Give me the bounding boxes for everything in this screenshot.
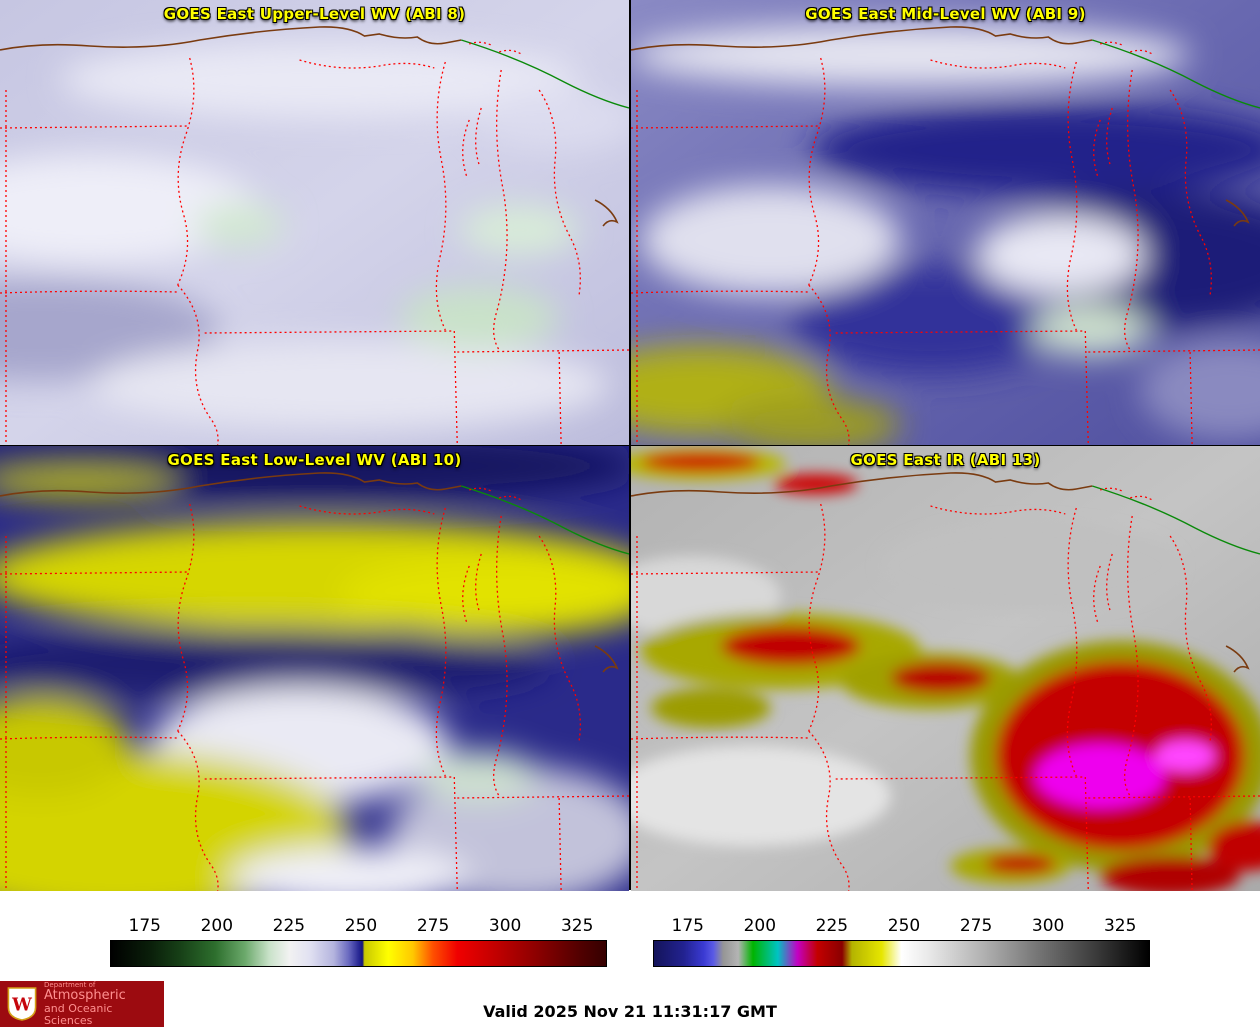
panel-ir: GOES East IR (ABI 13) [631, 446, 1260, 891]
tick-label: 300 [488, 916, 522, 936]
tick-label: 200 [743, 916, 777, 936]
goes-quad-panel-grid: GOES East Upper-Level WV (ABI 8) GOES Ea… [0, 0, 1260, 891]
tick-label: 275 [959, 916, 993, 936]
svg-text:W: W [11, 994, 32, 1015]
tick-label: 275 [416, 916, 450, 936]
aos-department-logo: W Department of Atmospheric and Oceanic … [0, 981, 164, 1027]
footer: W Department of Atmospheric and Oceanic … [0, 981, 1260, 1027]
tick-label: 300 [1031, 916, 1065, 936]
tick-label: 325 [1103, 916, 1137, 936]
panel-low-level-wv: GOES East Low-Level WV (ABI 10) [0, 446, 629, 891]
wv-colorbar-gradient [110, 940, 607, 967]
panel-mid-level-wv: GOES East Mid-Level WV (ABI 9) [631, 0, 1260, 445]
logo-line-oceanic-sciences: and Oceanic Sciences [44, 1001, 113, 1027]
wv-colorbar-tick-labels: 175 200 225 250 275 300 325 [110, 916, 607, 940]
logo-text: Department of Atmospheric and Oceanic Sc… [44, 980, 158, 1027]
ir-colorbar-gradient [653, 940, 1150, 967]
valid-time-text: Valid 2025 Nov 21 11:31:17 GMT [483, 1002, 777, 1021]
tick-label: 200 [200, 916, 234, 936]
tick-label: 175 [128, 916, 162, 936]
wv-colorbar: 175 200 225 250 275 300 325 [110, 916, 607, 967]
uw-crest-icon: W [7, 987, 37, 1021]
tick-label: 250 [344, 916, 378, 936]
upper-level-wv-imagery [0, 0, 629, 445]
ir-colorbar-tick-labels: 175 200 225 250 275 300 325 [653, 916, 1150, 940]
logo-line-atmospheric: Atmospheric [44, 988, 126, 1004]
colorbar-row: 175 200 225 250 275 300 325 175 200 225 … [0, 916, 1260, 967]
ir-imagery [631, 446, 1260, 891]
low-level-wv-imagery [0, 446, 629, 891]
tick-label: 175 [671, 916, 705, 936]
mid-level-wv-imagery [631, 0, 1260, 445]
panel-upper-level-wv: GOES East Upper-Level WV (ABI 8) [0, 0, 629, 445]
logo-line-department-of: Department of [44, 980, 96, 989]
tick-label: 250 [887, 916, 921, 936]
tick-label: 225 [815, 916, 849, 936]
ir-colorbar: 175 200 225 250 275 300 325 [653, 916, 1150, 967]
tick-label: 225 [272, 916, 306, 936]
tick-label: 325 [560, 916, 594, 936]
